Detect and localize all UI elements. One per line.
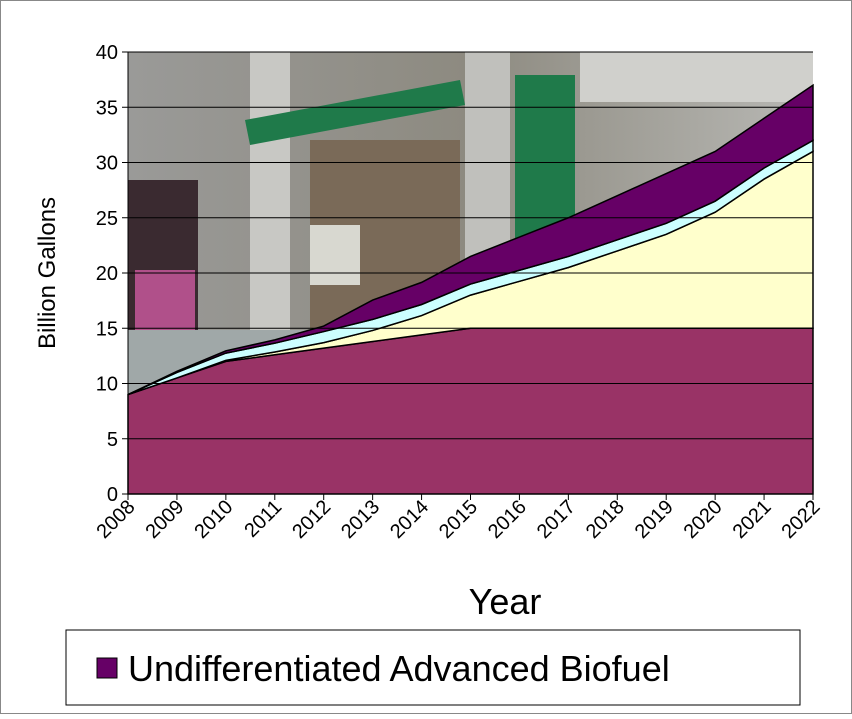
y-tick-label: 15 — [96, 318, 118, 340]
legend-box — [65, 629, 801, 706]
y-axis-label: Billion Gallons — [34, 197, 61, 349]
y-tick-label: 40 — [96, 42, 118, 64]
y-tick-label: 35 — [96, 97, 118, 119]
legend-swatch — [96, 657, 118, 679]
y-tick-label: 25 — [96, 208, 118, 230]
legend-label: Undifferentiated Advanced Biofuel — [128, 648, 670, 689]
y-tick-label: 30 — [96, 153, 118, 175]
y-tick-label: 10 — [96, 374, 118, 396]
y-tick-label: 5 — [107, 429, 118, 451]
x-axis-label: Year — [469, 581, 542, 622]
y-tick-label: 20 — [96, 263, 118, 285]
area — [127, 83, 814, 396]
y-tick-label: 0 — [107, 484, 118, 506]
